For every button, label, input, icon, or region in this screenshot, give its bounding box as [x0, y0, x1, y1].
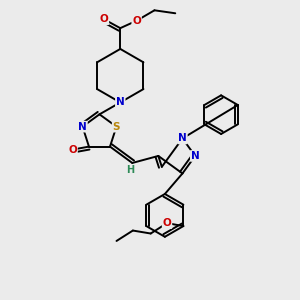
Text: O: O — [132, 16, 141, 26]
Text: N: N — [78, 122, 87, 132]
Text: N: N — [178, 134, 187, 143]
Text: S: S — [113, 122, 120, 132]
Text: N: N — [191, 151, 200, 161]
Text: O: O — [163, 218, 171, 228]
Text: O: O — [68, 145, 77, 154]
Text: H: H — [126, 165, 134, 176]
Text: N: N — [116, 98, 125, 107]
Text: O: O — [100, 14, 108, 24]
